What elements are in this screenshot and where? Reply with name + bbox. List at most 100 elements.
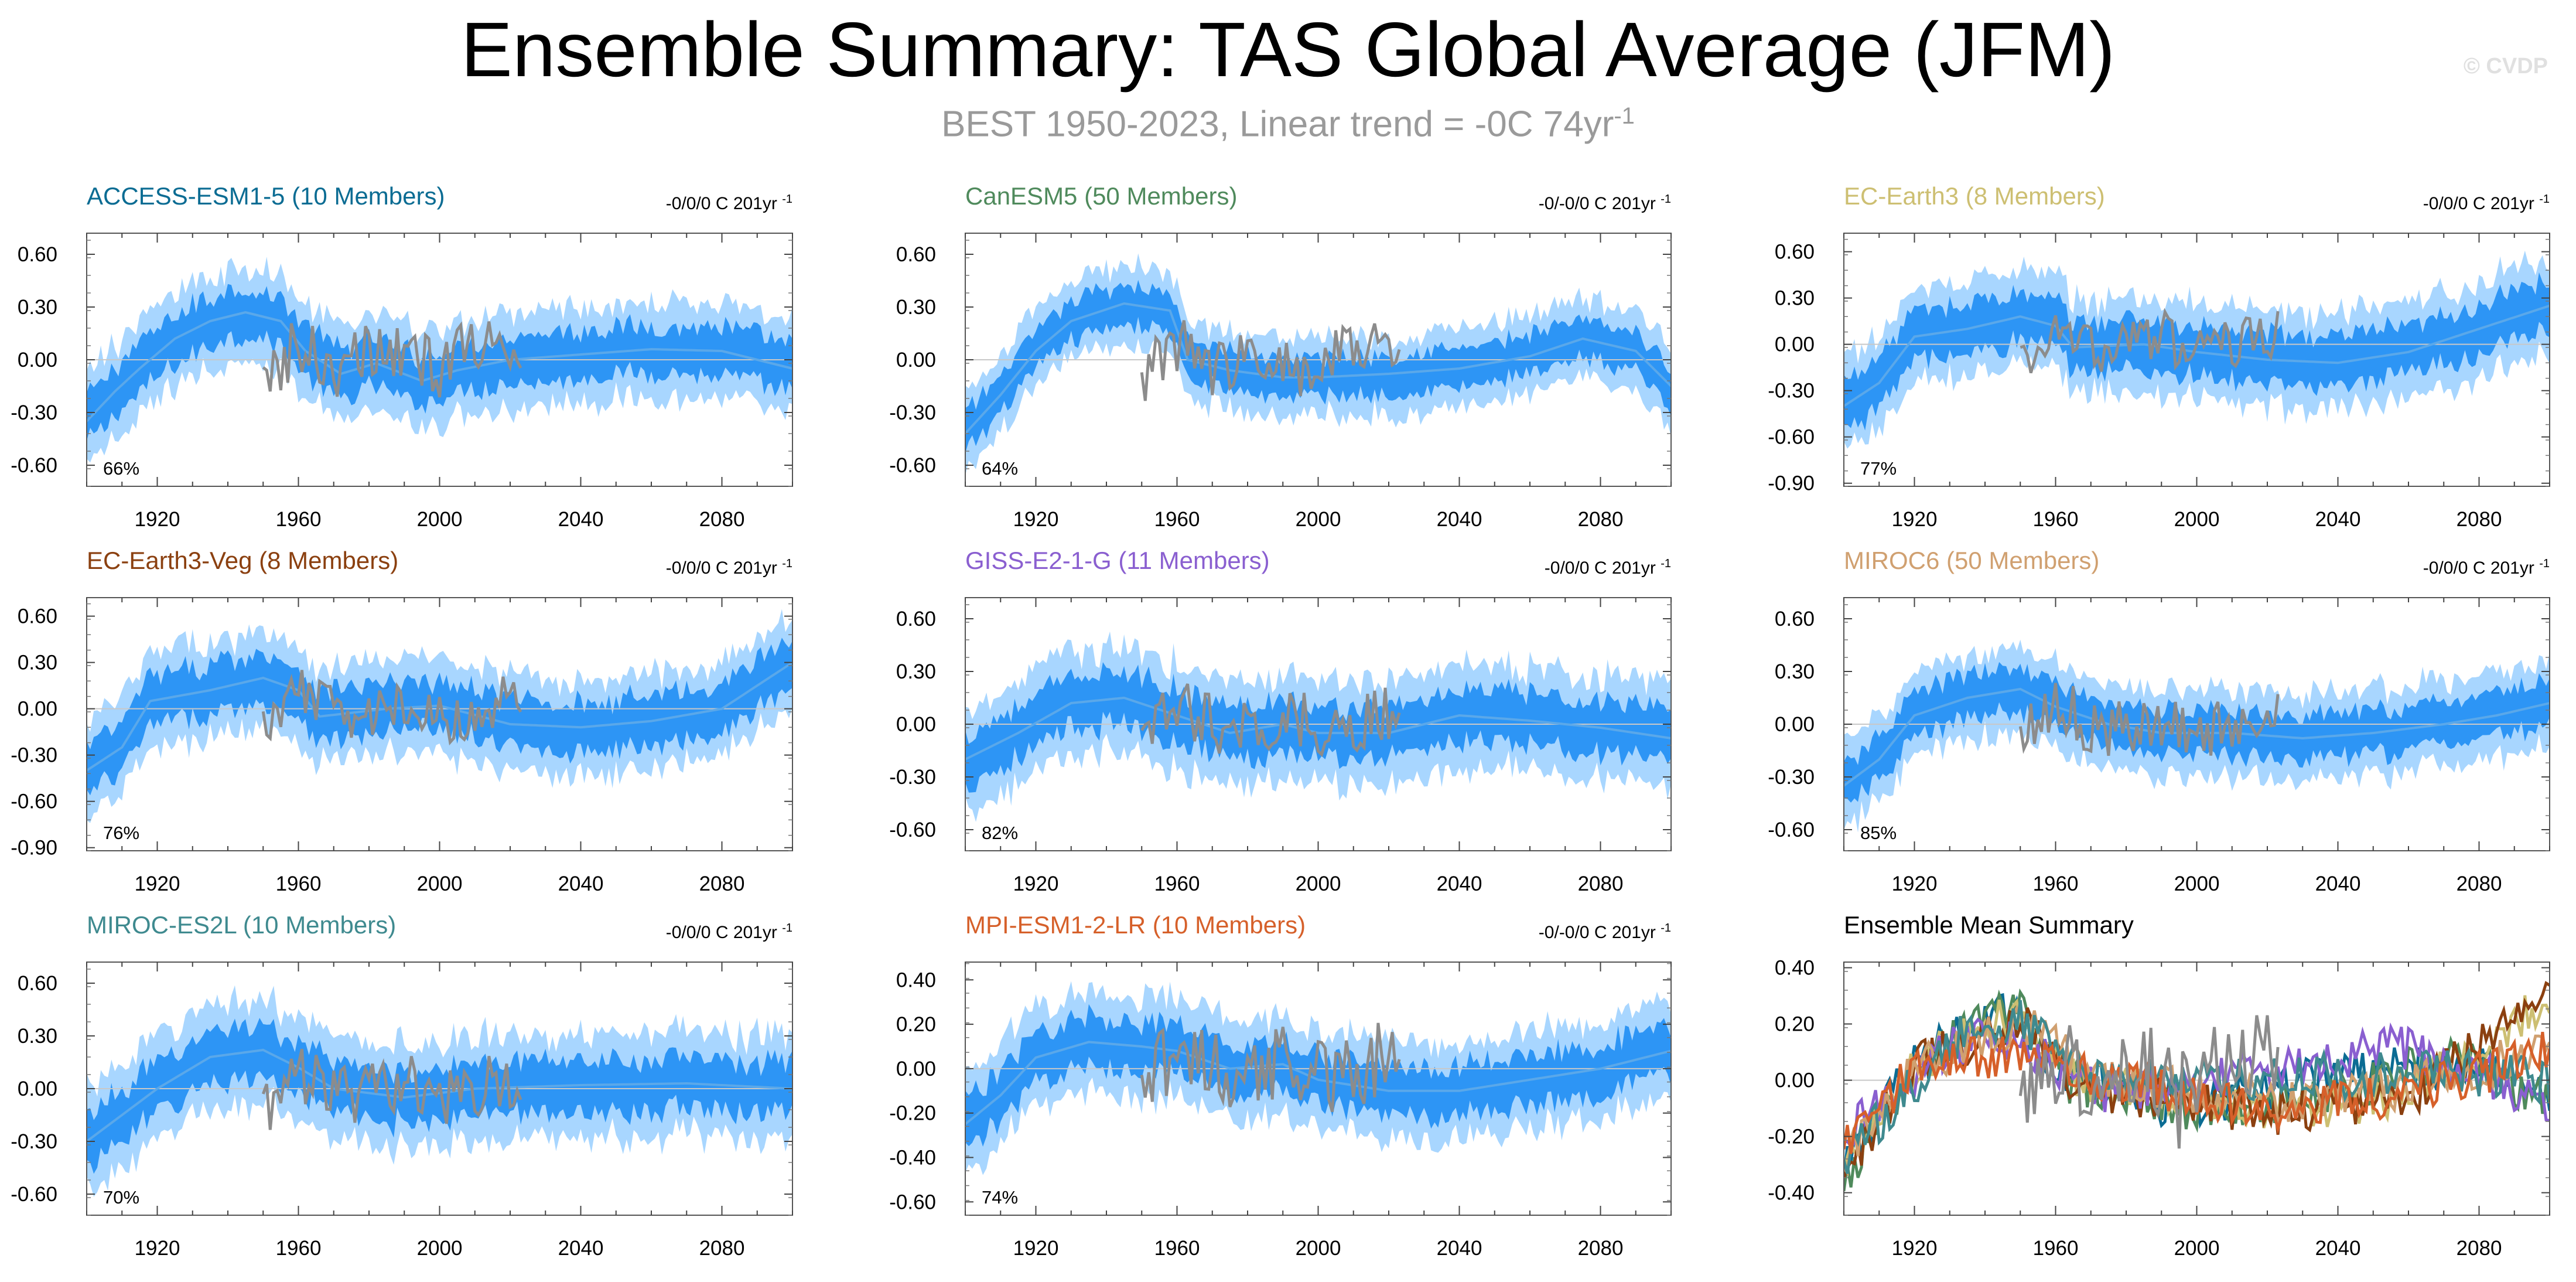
- observations-line: [261, 1048, 522, 1130]
- panel-title: MIROC-ES2L (10 Members): [87, 911, 397, 939]
- y-tick-label: 0.20: [1775, 1013, 1815, 1036]
- observations-line: [2018, 1015, 2280, 1149]
- x-tick-label: 1960: [2033, 508, 2079, 531]
- panel-0: -0.60 -0.30 0.00 0.30 0.60 1920 1960 2000 2040 20…: [11, 233, 793, 531]
- x-tick-label: 1960: [2033, 872, 2079, 895]
- y-tick-label: 0.30: [1775, 287, 1815, 310]
- observations-line: [1140, 320, 1401, 401]
- x-tick-label: 1960: [2033, 1237, 2079, 1260]
- trend-text: -0/0/0 C 201yr: [1544, 558, 1661, 578]
- plot-area: [965, 631, 1671, 822]
- x-tick-label: 2040: [2315, 872, 2361, 895]
- percent-label: 70%: [103, 1187, 139, 1208]
- subtitle-text: BEST 1950-2023, Linear trend = -0C 74yr: [941, 104, 1614, 145]
- panel-3: -0.90 -0.60 -0.30 0.00 0.30 0.60 1920 1960 2000 2…: [11, 597, 793, 895]
- y-tick-label: -0.30: [1768, 380, 1815, 403]
- x-tick-label: 2040: [558, 508, 604, 531]
- y-tick-label: -0.60: [11, 1183, 57, 1206]
- y-tick-label: 0.60: [18, 243, 57, 266]
- y-tick-label: 0.00: [1775, 333, 1815, 356]
- series-line-MIROC-ES2L: [1844, 1000, 2550, 1174]
- y-tick-label: -0.60: [11, 790, 57, 813]
- x-tick-label: 2080: [699, 1237, 745, 1260]
- x-tick-label: 2000: [1296, 872, 1341, 895]
- observations-line: [2020, 308, 2280, 374]
- panel-2: -0.90 -0.60 -0.30 0.00 0.30 0.60 1920 1960 2000 2…: [1768, 233, 2550, 531]
- plot-area: [1844, 250, 2550, 449]
- observations-line: [261, 670, 522, 746]
- trend-text: -0/0/0 C 201yr: [665, 194, 783, 213]
- figure-subtitle: BEST 1950-2023, Linear trend = -0C 74yr-…: [0, 93, 2576, 148]
- percent-label: 77%: [1860, 458, 1897, 479]
- y-tick-label: -0.40: [889, 1146, 936, 1169]
- observations-line: [262, 321, 522, 398]
- cvdp-watermark: © CVDP: [2463, 54, 2548, 79]
- panel-title: GISS-E2-1-G (11 Members): [965, 547, 1270, 574]
- y-tick-label: -0.60: [11, 454, 57, 477]
- x-tick-label: 2040: [2315, 1237, 2361, 1260]
- trend-text: -0/0/0 C 201yr: [2423, 194, 2540, 213]
- panel-title: MPI-ESM1-2-LR (10 Members): [965, 911, 1306, 939]
- y-tick-label: 0.00: [1775, 713, 1815, 736]
- plot-area: [87, 257, 792, 463]
- panel-title: EC-Earth3-Veg (8 Members): [87, 547, 399, 574]
- y-tick-label: -0.30: [11, 744, 57, 767]
- plot-area: [965, 981, 1671, 1175]
- y-tick-label: 0.60: [1775, 241, 1815, 264]
- percent-label: 74%: [982, 1187, 1018, 1208]
- y-tick-label: 0.60: [896, 608, 936, 630]
- y-tick-label: -0.90: [1768, 472, 1815, 495]
- ensemble-mean-line: [87, 1048, 792, 1143]
- x-tick-label: 2040: [1437, 1237, 1482, 1260]
- y-tick-label: -0.60: [889, 819, 936, 841]
- ensemble-spread-inner: [87, 284, 792, 441]
- trend-text: -0/-0/0 C 201yr: [1538, 923, 1661, 942]
- x-tick-label: 1960: [276, 508, 322, 531]
- y-tick-label: 0.20: [896, 1013, 936, 1036]
- panel-trend-label: -0/-0/0 C 201yr -1: [1378, 187, 1671, 216]
- panel-trend-label: -0/0/0 C 201yr -1: [500, 916, 792, 945]
- observations-line: [1140, 683, 1401, 758]
- ensemble-mean-line: [965, 696, 1671, 761]
- x-tick-label: 1920: [1013, 872, 1059, 895]
- y-tick-label: 0.30: [1775, 660, 1815, 683]
- y-tick-label: 0.40: [1775, 957, 1815, 980]
- series-line-MIROC6: [1844, 1005, 2550, 1177]
- y-tick-label: -0.30: [11, 1130, 57, 1153]
- y-tick-label: 0.00: [18, 698, 57, 721]
- trend-superscript: -1: [1661, 193, 1671, 206]
- y-tick-label: -0.20: [889, 1102, 936, 1125]
- panel-5: -0.60 -0.30 0.00 0.30 0.60 1920 1960 2000 2040 20…: [1768, 597, 2550, 895]
- trend-text: -0/0/0 C 201yr: [665, 923, 783, 942]
- y-tick-label: 0.00: [18, 349, 57, 371]
- y-tick-label: 0.00: [896, 713, 936, 736]
- panel-trend-label: -0/0/0 C 201yr -1: [1378, 552, 1671, 580]
- panel-6: -0.60 -0.30 0.00 0.30 0.60 1920 1960 2000 2040 20…: [11, 962, 793, 1260]
- panel-title: CanESM5 (50 Members): [965, 182, 1238, 210]
- trend-superscript: -1: [782, 922, 792, 935]
- panel-title: EC-Earth3 (8 Members): [1844, 182, 2105, 210]
- panel-4: -0.60 -0.30 0.00 0.30 0.60 1920 1960 2000 2040 20…: [889, 597, 1672, 895]
- trend-text: -0/0/0 C 201yr: [2423, 558, 2540, 578]
- y-tick-label: 0.40: [896, 969, 936, 991]
- figure-title: Ensemble Summary: TAS Global Average (JF…: [460, 6, 2116, 93]
- x-tick-label: 1920: [1013, 1237, 1059, 1260]
- ensemble-spread-inner: [965, 1004, 1671, 1147]
- trend-text: -0/0/0 C 201yr: [665, 558, 783, 578]
- y-tick-label: 0.30: [18, 652, 57, 674]
- y-tick-label: -0.30: [889, 401, 936, 424]
- x-tick-label: 2040: [1437, 872, 1482, 895]
- trend-superscript: -1: [1661, 557, 1671, 570]
- ensemble-mean-line: [87, 311, 792, 422]
- x-tick-label: 1920: [135, 872, 180, 895]
- y-tick-label: -0.30: [1768, 766, 1815, 789]
- ensemble-mean-line: [965, 1041, 1671, 1126]
- y-tick-label: 0.30: [18, 1025, 57, 1048]
- percent-label: 82%: [982, 823, 1018, 843]
- y-tick-label: 0.60: [1775, 608, 1815, 630]
- y-tick-label: 0.30: [18, 296, 57, 319]
- plot-area: [965, 253, 1671, 476]
- x-tick-label: 2000: [2174, 508, 2220, 531]
- x-tick-label: 1920: [1892, 1237, 1938, 1260]
